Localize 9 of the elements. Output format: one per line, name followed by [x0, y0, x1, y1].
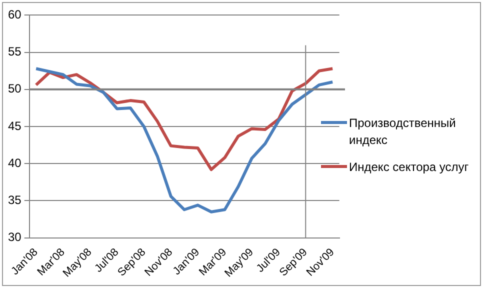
legend-label: Индекс сектора услуг — [349, 159, 469, 176]
y-tick-label: 60 — [8, 8, 22, 22]
y-tick-label: 55 — [8, 44, 22, 59]
y-tick-label: 30 — [8, 230, 22, 244]
y-tick-label: 45 — [8, 118, 22, 133]
y-tick-label: 35 — [8, 193, 22, 208]
y-tick-label: 40 — [8, 156, 22, 170]
legend-label: Производственный индекс — [349, 115, 457, 149]
y-tick-label: 50 — [8, 82, 22, 96]
